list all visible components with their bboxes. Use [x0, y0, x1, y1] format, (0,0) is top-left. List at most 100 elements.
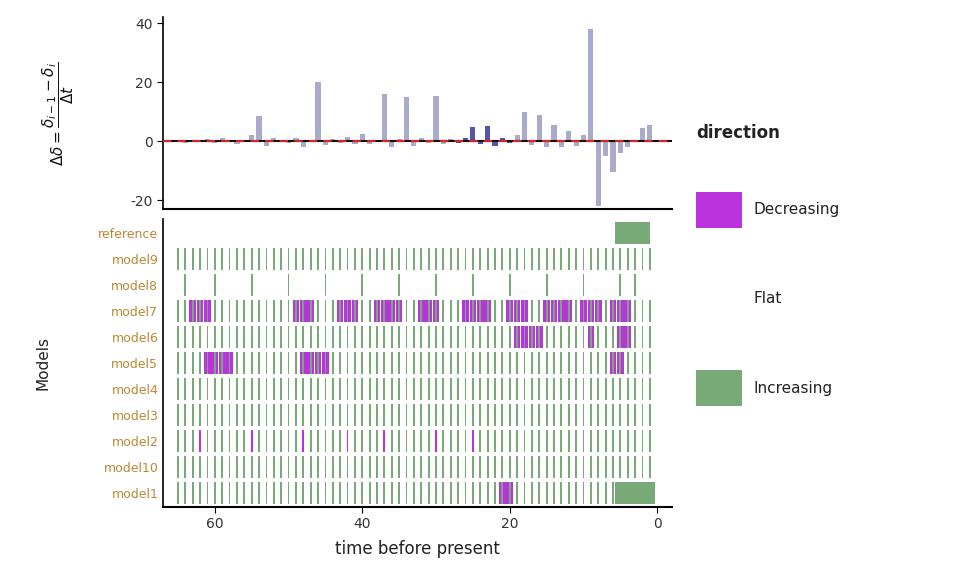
Bar [214, 378, 216, 400]
Bar [347, 352, 348, 374]
Bar [509, 456, 511, 478]
Bar [494, 352, 496, 374]
Bar [516, 456, 518, 478]
Bar [568, 456, 569, 478]
Bar [324, 378, 326, 400]
Bar [434, 96, 439, 141]
Bar [236, 378, 238, 400]
Bar [472, 430, 474, 452]
Bar [214, 274, 216, 296]
Bar [581, 135, 587, 141]
Bar [545, 326, 547, 348]
Bar [324, 456, 326, 478]
Bar [273, 300, 275, 322]
Bar [317, 300, 319, 322]
Bar [302, 482, 304, 503]
Bar [199, 326, 201, 348]
Bar [302, 300, 304, 322]
Bar [514, 326, 520, 348]
Bar [583, 378, 585, 400]
Bar [583, 326, 585, 348]
Bar [266, 326, 267, 348]
Bar [472, 456, 474, 478]
Bar [492, 141, 497, 146]
Bar [199, 352, 201, 374]
Bar [649, 430, 651, 452]
Bar [302, 404, 304, 426]
Bar [619, 248, 621, 270]
Bar [413, 456, 415, 478]
Bar [189, 300, 196, 322]
Bar [655, 140, 660, 141]
Bar [479, 248, 481, 270]
Bar [428, 248, 429, 270]
Bar [420, 248, 422, 270]
Bar [611, 141, 615, 172]
Bar [610, 300, 616, 322]
Bar [354, 300, 356, 322]
Bar [457, 378, 459, 400]
Bar [273, 482, 275, 503]
Bar [499, 482, 506, 503]
Bar [376, 248, 378, 270]
Bar [509, 300, 511, 322]
Bar [457, 326, 459, 348]
Bar [509, 326, 511, 348]
Bar [640, 128, 645, 141]
Bar [295, 378, 297, 400]
Bar [324, 326, 326, 348]
Bar [450, 482, 452, 503]
Bar [509, 274, 511, 296]
Bar [545, 482, 547, 503]
Bar [300, 141, 306, 147]
Bar [450, 456, 452, 478]
Bar [302, 352, 304, 374]
Bar [199, 456, 201, 478]
Bar [635, 274, 636, 296]
Bar [450, 430, 452, 452]
Bar [192, 378, 194, 400]
Bar [234, 141, 239, 143]
Bar [332, 352, 334, 374]
Bar [545, 378, 547, 400]
Bar [361, 404, 363, 426]
Bar [406, 248, 407, 270]
Bar [332, 326, 334, 348]
Bar [190, 140, 195, 141]
Bar [575, 248, 577, 270]
Bar [494, 248, 496, 270]
Bar [236, 352, 238, 374]
Bar [354, 326, 356, 348]
Bar [413, 378, 415, 400]
Bar [347, 456, 348, 478]
Bar [307, 352, 314, 374]
Bar [605, 300, 607, 322]
Bar [406, 404, 407, 426]
Bar [206, 430, 208, 452]
Y-axis label: $\Delta\delta = \dfrac{\delta_{i-1} - \delta_i}{\Delta t}$: $\Delta\delta = \dfrac{\delta_{i-1} - \d… [40, 61, 76, 165]
Bar [539, 300, 540, 322]
Bar [553, 378, 555, 400]
Bar [472, 404, 474, 426]
Bar [531, 300, 533, 322]
Bar [317, 456, 319, 478]
Bar [383, 456, 385, 478]
Bar [597, 300, 599, 322]
Bar [630, 222, 640, 244]
Bar [383, 430, 385, 452]
Bar [597, 456, 599, 478]
Bar [206, 404, 208, 426]
Bar [273, 456, 275, 478]
Bar [204, 139, 210, 141]
Bar [537, 115, 541, 141]
Bar [465, 404, 467, 426]
Bar [214, 326, 216, 348]
Bar [649, 482, 651, 503]
Bar [317, 378, 319, 400]
Bar [450, 404, 452, 426]
Bar [308, 140, 313, 141]
Bar [539, 248, 540, 270]
Bar [251, 248, 252, 270]
Bar [295, 430, 297, 452]
Bar [228, 378, 230, 400]
